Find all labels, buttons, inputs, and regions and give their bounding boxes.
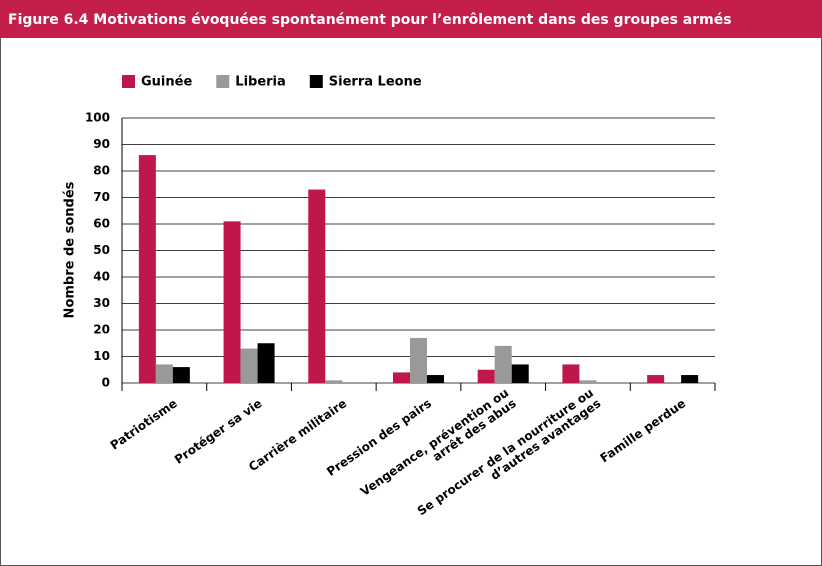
bar [240,348,258,383]
y-tick-label: 10 [93,349,110,363]
y-tick-label: 50 [93,243,110,257]
bar [427,375,444,383]
bar [223,221,241,383]
chart-title: Figure 6.4 Motivations évoquées spontané… [8,12,732,28]
bar [681,375,699,383]
legend-label: Sierra Leone [329,75,422,90]
legend-label: Liberia [235,75,286,90]
bar [410,337,427,383]
bar [172,367,190,383]
y-tick-label: 80 [93,164,110,178]
legend-label: Guinée [141,75,192,90]
bar [325,380,343,383]
bar [138,155,156,383]
legend-swatch [309,75,323,88]
bar [511,364,529,383]
y-tick-label: 30 [93,296,110,310]
y-tick-label: 20 [93,323,110,337]
bar [647,375,665,383]
bar [308,189,326,383]
bar [393,372,410,383]
bar [579,380,597,383]
y-tick-label: 60 [93,217,110,231]
y-tick-label: 40 [93,270,110,284]
legend-swatch [122,75,135,88]
bar [257,343,275,383]
bar [562,364,580,383]
y-tick-label: 0 [102,376,110,390]
y-tick-label: 100 [85,111,110,125]
bar [155,364,173,383]
bar [477,369,495,383]
legend-swatch [216,75,230,88]
bar [494,345,512,383]
y-tick-label: 90 [93,137,110,151]
y-tick-label: 70 [93,190,110,204]
title-bar [0,0,822,38]
y-axis-label: Nombre de sondés [63,181,78,318]
